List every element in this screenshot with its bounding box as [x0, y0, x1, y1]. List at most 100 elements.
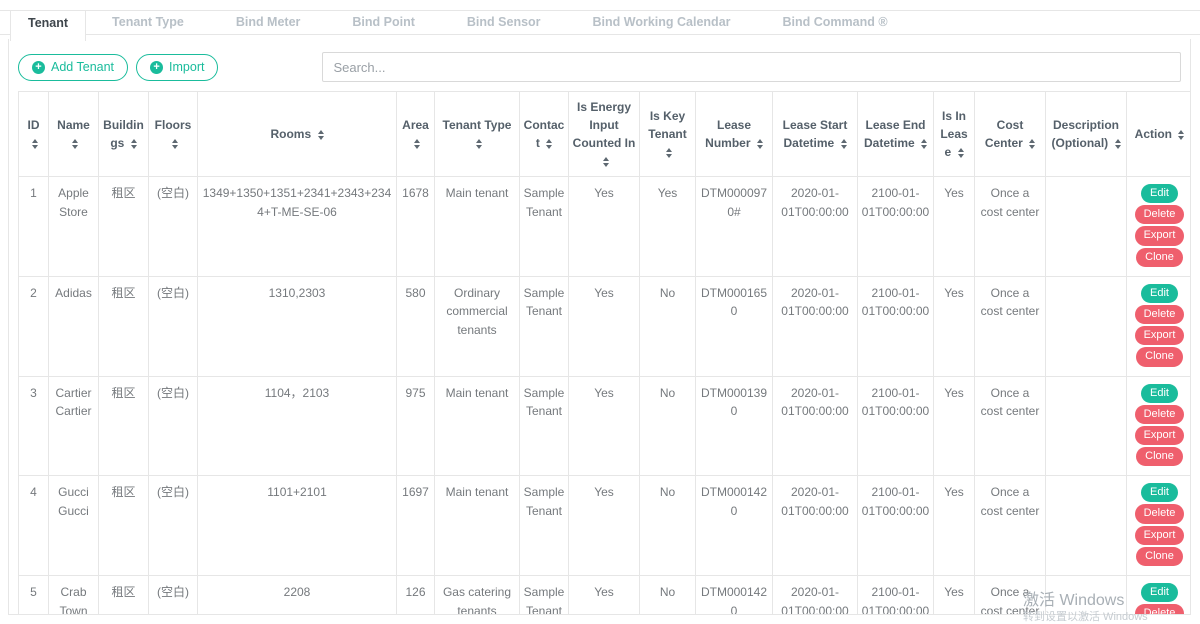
- sort-icon[interactable]: [32, 139, 38, 149]
- edit-button[interactable]: Edit: [1141, 483, 1178, 503]
- plus-circle-icon: +: [150, 60, 164, 74]
- sort-icon[interactable]: [475, 139, 482, 149]
- column-label: Name: [57, 118, 90, 132]
- add-tenant-button[interactable]: + Add Tenant: [18, 53, 129, 81]
- cell-area: 580: [396, 275, 435, 377]
- table-row: 2 Adidas 租区 (空白) 1310,2303 580 Ordinary commer…: [18, 275, 1190, 377]
- table-row: 5 Crab Town 租区 (空白) 2208 126 Gas catering tena…: [18, 575, 1190, 614]
- cell-is-energy-input-counted-in: Yes: [568, 176, 640, 277]
- export-button[interactable]: Export: [1134, 525, 1185, 545]
- column-header-area[interactable]: Area: [396, 91, 435, 177]
- cell-lease-end-datetime: 2100-01-01T00:00:00: [857, 275, 934, 377]
- cell-rooms: 1349+1350+1351+2341+2343+2344+T-ME-SE-06: [197, 176, 397, 277]
- edit-button[interactable]: Edit: [1141, 583, 1178, 603]
- sort-icon[interactable]: [317, 130, 324, 140]
- sort-icon[interactable]: [921, 139, 928, 149]
- sort-icon[interactable]: [130, 139, 137, 149]
- column-header-tenant-type[interactable]: Tenant Type: [434, 91, 520, 177]
- tab-tenant[interactable]: Tenant: [10, 11, 87, 41]
- column-header-contact[interactable]: Contact: [519, 91, 569, 177]
- export-button[interactable]: Export: [1134, 425, 1185, 446]
- sort-icon[interactable]: [546, 139, 553, 149]
- tab-bind-point[interactable]: Bind Point: [326, 11, 441, 34]
- sort-icon[interactable]: [1114, 139, 1121, 149]
- sort-icon[interactable]: [171, 139, 178, 149]
- column-label: Is In Lease: [940, 109, 968, 159]
- cell-area: 126: [396, 575, 435, 614]
- cell-lease-number: DTM0001390: [695, 375, 773, 477]
- column-header-buildings[interactable]: Buildings: [98, 91, 149, 177]
- delete-button[interactable]: Delete: [1134, 404, 1185, 424]
- column-header-is-energy-input-counted-in[interactable]: Is Energy Input Counted In: [568, 91, 640, 177]
- column-header-lease-end-datetime[interactable]: Lease End Datetime: [857, 91, 934, 177]
- cell-lease-number: DTM0001650: [695, 275, 773, 377]
- column-header-is-key-tenant[interactable]: Is Key Tenant: [639, 91, 696, 177]
- column-label: Is Energy Input Counted In: [572, 100, 636, 150]
- cell-floors: (空白): [148, 275, 198, 377]
- column-label: Contact: [523, 118, 565, 150]
- tab-bind-sensor[interactable]: Bind Sensor: [441, 11, 567, 34]
- sort-icon[interactable]: [840, 139, 847, 149]
- delete-button[interactable]: Delete: [1134, 504, 1185, 524]
- column-header-cost-center[interactable]: Cost Center: [974, 91, 1046, 177]
- cell-floors: (空白): [148, 375, 198, 477]
- sort-icon[interactable]: [666, 148, 672, 158]
- cell-description: [1045, 575, 1127, 614]
- column-header-description[interactable]: Description (Optional): [1045, 91, 1127, 177]
- column-header-id[interactable]: ID: [18, 91, 49, 177]
- tab-bind-meter[interactable]: Bind Meter: [210, 11, 327, 34]
- edit-button[interactable]: Edit: [1141, 184, 1178, 204]
- import-button[interactable]: + Import: [136, 53, 219, 81]
- clone-button[interactable]: Clone: [1136, 347, 1183, 367]
- column-header-floors[interactable]: Floors: [148, 91, 198, 177]
- column-header-is-in-lease[interactable]: Is In Lease: [933, 91, 975, 177]
- cell-lease-end-datetime: 2100-01-01T00:00:00: [857, 375, 934, 477]
- clone-button[interactable]: Clone: [1136, 546, 1183, 566]
- sort-icon[interactable]: [72, 139, 78, 149]
- cell-description: [1045, 275, 1127, 377]
- cell-is-in-lease: Yes: [933, 176, 975, 277]
- export-button[interactable]: Export: [1134, 326, 1185, 346]
- delete-button[interactable]: Delete: [1134, 205, 1185, 225]
- sort-icon[interactable]: [957, 148, 964, 158]
- cell-description: [1045, 375, 1127, 477]
- export-button[interactable]: Export: [1134, 226, 1185, 246]
- delete-button[interactable]: Delete: [1134, 304, 1185, 325]
- column-label: Lease Number: [705, 118, 752, 150]
- clone-button[interactable]: Clone: [1136, 247, 1183, 267]
- tab-bind-command[interactable]: Bind Command ®: [757, 11, 914, 34]
- column-header-lease-start-datetime[interactable]: Lease Start Datetime: [772, 91, 858, 177]
- sort-icon[interactable]: [756, 139, 763, 149]
- sort-icon[interactable]: [602, 157, 609, 167]
- column-header-rooms[interactable]: Rooms: [197, 91, 397, 177]
- cell-lease-number: DTM0000970#: [695, 176, 773, 277]
- search-input[interactable]: [322, 52, 1181, 82]
- sort-icon[interactable]: [1029, 139, 1036, 149]
- cell-is-key-tenant: Yes: [639, 176, 696, 277]
- clone-button[interactable]: Clone: [1136, 447, 1183, 467]
- sort-icon[interactable]: [1178, 130, 1185, 140]
- edit-button[interactable]: Edit: [1141, 383, 1178, 403]
- sort-icon[interactable]: [414, 139, 420, 149]
- cell-name: Crab Town: [48, 575, 99, 614]
- cell-is-energy-input-counted-in: Yes: [568, 475, 640, 576]
- cell-is-energy-input-counted-in: Yes: [568, 275, 640, 377]
- column-header-name[interactable]: Name: [48, 91, 99, 177]
- column-header-action[interactable]: Action: [1126, 91, 1190, 177]
- cell-lease-start-datetime: 2020-01-01T00:00:00: [772, 475, 858, 576]
- delete-button[interactable]: Delete: [1134, 604, 1185, 614]
- column-label: Floors: [154, 118, 192, 132]
- tab-bind-working-calendar[interactable]: Bind Working Calendar: [567, 11, 757, 34]
- cell-lease-number: DTM0001420: [695, 575, 773, 614]
- tab-tenant-type[interactable]: Tenant Type: [86, 11, 210, 34]
- column-label: ID: [27, 118, 40, 132]
- table-row: 3 Cartier Cartier 租区 (空白) 1104，2103 975 Main t…: [18, 375, 1190, 477]
- column-header-lease-number[interactable]: Lease Number: [695, 91, 773, 177]
- edit-button[interactable]: Edit: [1141, 283, 1178, 303]
- tab-label: Bind Meter: [235, 15, 301, 29]
- cell-name: Adidas: [48, 275, 99, 377]
- plus-circle-icon: +: [32, 60, 45, 74]
- cell-id: 3: [18, 375, 49, 477]
